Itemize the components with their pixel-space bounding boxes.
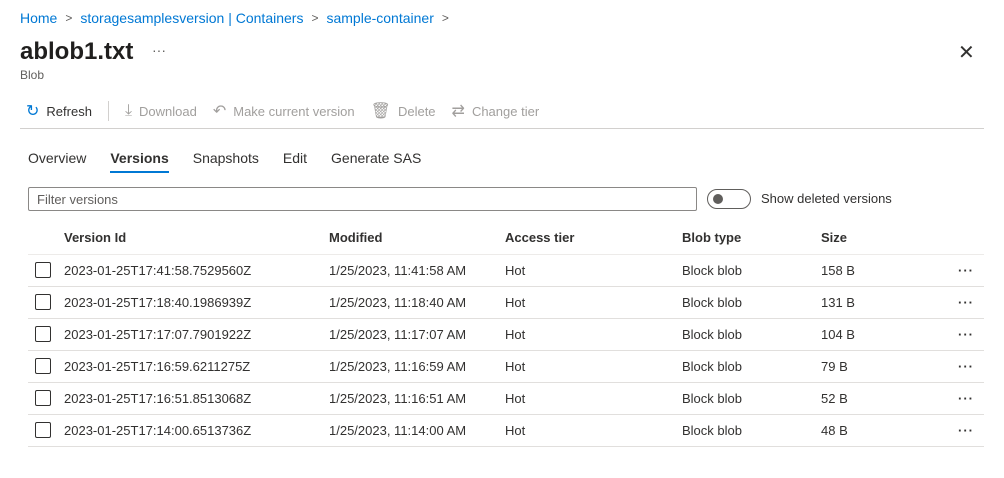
versions-table: Version Id Modified Access tier Blob typ…	[28, 222, 984, 447]
cell-modified: 1/25/2023, 11:16:51 AM	[329, 382, 505, 415]
download-icon: ⤓	[124, 102, 133, 119]
row-more-icon[interactable]: ···	[924, 286, 984, 319]
cell-size: 79 B	[821, 350, 924, 383]
table-row[interactable]: 2023-01-25T17:17:07.7901922Z 1/25/2023, 1…	[28, 318, 984, 351]
table-row[interactable]: 2023-01-25T17:16:51.8513068Z 1/25/2023, 1…	[28, 382, 984, 415]
page-subtitle: Blob	[20, 68, 45, 82]
change-tier-button[interactable]: ⇄ Change tier	[452, 101, 540, 121]
column-size[interactable]: Size	[821, 222, 924, 255]
toolbar-divider	[107, 101, 109, 121]
cell-size: 52 B	[821, 382, 924, 415]
refresh-label: Refresh	[46, 103, 92, 119]
breadcrumb-container[interactable]: sample-container	[326, 10, 434, 26]
undo-icon: ↶	[212, 103, 227, 120]
toolbar: ↻ Refresh ⤓ Download ↶ Make current version…	[26, 101, 555, 121]
table-row[interactable]: 2023-01-25T17:16:59.6211275Z 1/25/2023, 1…	[28, 350, 984, 383]
download-button[interactable]: ⤓ Download	[125, 102, 197, 120]
delete-label: Delete	[397, 103, 436, 119]
trash-icon: 🗑	[370, 103, 391, 120]
cell-access-tier: Hot	[505, 318, 682, 351]
row-more-icon[interactable]: ···	[924, 318, 984, 351]
column-version-id[interactable]: Version Id	[64, 222, 329, 255]
actions-column	[924, 222, 984, 255]
refresh-button[interactable]: ↻ Refresh	[26, 101, 92, 121]
chevron-right-icon: >	[441, 11, 449, 25]
table-row[interactable]: 2023-01-25T17:18:40.1986939Z 1/25/2023, 1…	[28, 286, 984, 319]
cell-size: 104 B	[821, 318, 924, 351]
tab-versions[interactable]: Versions	[110, 150, 170, 173]
column-access-tier[interactable]: Access tier	[505, 222, 682, 255]
cell-access-tier: Hot	[505, 286, 682, 319]
page-title: ablob1.txt	[20, 38, 134, 65]
row-checkbox[interactable]	[35, 294, 51, 311]
breadcrumb-account[interactable]: storagesamplesversion | Containers	[80, 10, 304, 26]
filter-versions-input[interactable]	[28, 187, 697, 211]
make-current-version-button[interactable]: ↶ Make current version	[213, 101, 355, 121]
cell-access-tier: Hot	[505, 254, 682, 287]
row-checkbox[interactable]	[35, 390, 51, 407]
cell-version-id: 2023-01-25T17:16:59.6211275Z	[64, 350, 329, 383]
row-more-icon[interactable]: ···	[924, 254, 984, 287]
tab-snapshots[interactable]: Snapshots	[192, 150, 259, 166]
row-checkbox[interactable]	[35, 358, 51, 375]
cell-size: 131 B	[821, 286, 924, 319]
cell-blob-type: Block blob	[682, 382, 821, 415]
cell-modified: 1/25/2023, 11:14:00 AM	[329, 414, 505, 447]
tab-edit[interactable]: Edit	[282, 150, 308, 166]
row-checkbox[interactable]	[35, 422, 51, 439]
row-more-icon[interactable]: ···	[924, 350, 984, 383]
cell-blob-type: Block blob	[682, 414, 821, 447]
row-more-icon[interactable]: ···	[924, 382, 984, 415]
tab-generate-sas[interactable]: Generate SAS	[331, 150, 422, 166]
make-current-label: Make current version	[233, 103, 355, 119]
cell-modified: 1/25/2023, 11:18:40 AM	[329, 286, 505, 319]
cell-access-tier: Hot	[505, 414, 682, 447]
cell-access-tier: Hot	[505, 350, 682, 383]
row-more-icon[interactable]: ···	[924, 414, 984, 447]
cell-modified: 1/25/2023, 11:16:59 AM	[329, 350, 505, 383]
show-deleted-label: Show deleted versions	[761, 191, 892, 206]
cell-blob-type: Block blob	[682, 350, 821, 383]
table-row[interactable]: 2023-01-25T17:14:00.6513736Z 1/25/2023, 1…	[28, 414, 984, 447]
cell-version-id: 2023-01-25T17:14:00.6513736Z	[64, 414, 329, 447]
tab-overview[interactable]: Overview	[28, 150, 87, 166]
cell-access-tier: Hot	[505, 382, 682, 415]
cell-size: 158 B	[821, 254, 924, 287]
cell-version-id: 2023-01-25T17:17:07.7901922Z	[64, 318, 329, 351]
column-blob-type[interactable]: Blob type	[682, 222, 821, 255]
cell-blob-type: Block blob	[682, 286, 821, 319]
delete-button[interactable]: 🗑 Delete	[371, 101, 436, 121]
change-tier-label: Change tier	[471, 103, 540, 119]
swap-icon: ⇄	[451, 103, 465, 120]
chevron-right-icon: >	[65, 11, 73, 25]
divider	[20, 128, 984, 129]
cell-blob-type: Block blob	[682, 254, 821, 287]
row-checkbox[interactable]	[35, 326, 51, 343]
tab-list: Overview Versions Snapshots Edit Generat…	[28, 150, 422, 173]
download-label: Download	[139, 103, 197, 119]
cell-size: 48 B	[821, 414, 924, 447]
cell-modified: 1/25/2023, 11:17:07 AM	[329, 318, 505, 351]
cell-version-id: 2023-01-25T17:41:58.7529560Z	[64, 254, 329, 287]
select-column	[28, 222, 64, 255]
cell-blob-type: Block blob	[682, 318, 821, 351]
cell-modified: 1/25/2023, 11:41:58 AM	[329, 254, 505, 287]
table-header: Version Id Modified Access tier Blob typ…	[28, 222, 984, 255]
chevron-right-icon: >	[311, 11, 319, 25]
cell-version-id: 2023-01-25T17:16:51.8513068Z	[64, 382, 329, 415]
show-deleted-toggle[interactable]	[707, 189, 751, 209]
refresh-icon: ↻	[26, 103, 40, 120]
close-icon[interactable]: ✕	[958, 42, 975, 64]
breadcrumb: Home > storagesamplesversion | Containers…	[20, 10, 449, 26]
cell-version-id: 2023-01-25T17:18:40.1986939Z	[64, 286, 329, 319]
row-checkbox[interactable]	[35, 262, 51, 279]
more-options-icon[interactable]: ···	[152, 42, 166, 58]
column-modified[interactable]: Modified	[329, 222, 505, 255]
breadcrumb-home[interactable]: Home	[20, 10, 58, 26]
table-row[interactable]: 2023-01-25T17:41:58.7529560Z 1/25/2023, 1…	[28, 254, 984, 287]
